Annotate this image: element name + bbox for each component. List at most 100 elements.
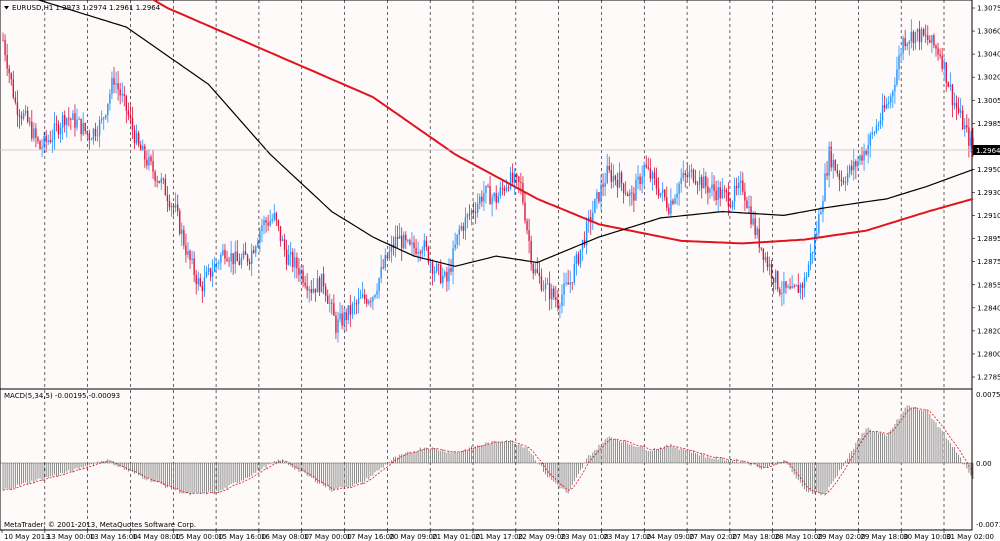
candle-body — [437, 264, 440, 266]
candle-body — [565, 282, 567, 284]
candle-body — [507, 187, 510, 189]
candle-body — [598, 192, 600, 202]
candle — [920, 26, 923, 51]
y-tick-label: 1.2910 — [977, 212, 1000, 220]
candle-body — [127, 110, 130, 116]
candle — [31, 110, 33, 142]
candle-body — [659, 192, 662, 196]
candle — [922, 27, 925, 37]
candle — [148, 148, 150, 171]
candle — [955, 95, 958, 120]
candle-body — [676, 193, 678, 199]
symbol-dropdown-icon[interactable] — [4, 6, 9, 10]
candle — [376, 283, 378, 299]
candle-body — [72, 113, 74, 120]
candle — [259, 227, 261, 253]
candle — [555, 285, 557, 308]
candle-body — [179, 211, 181, 234]
candle — [750, 195, 752, 229]
candle-body — [364, 294, 366, 300]
candle — [779, 287, 781, 297]
candle-body — [380, 267, 382, 279]
candle-body — [335, 315, 337, 333]
candle-body — [378, 278, 380, 291]
candle-body — [914, 31, 917, 43]
candle — [152, 149, 154, 179]
candle — [503, 185, 506, 196]
candle — [557, 290, 559, 312]
candle-body — [259, 231, 261, 242]
candle — [421, 246, 423, 259]
candle — [661, 182, 664, 202]
candle-body — [592, 212, 594, 223]
candle-body — [744, 191, 746, 201]
candle-body — [799, 284, 802, 293]
candle-body — [357, 298, 360, 304]
candle-body — [105, 115, 107, 118]
candle-body — [536, 269, 539, 273]
candle — [470, 208, 473, 226]
candle — [692, 168, 695, 184]
candle — [82, 112, 84, 137]
candle — [559, 302, 561, 319]
candle — [265, 216, 267, 233]
candle-body — [861, 155, 863, 161]
candle — [836, 163, 839, 177]
candle-body — [920, 29, 923, 43]
candle — [236, 239, 238, 262]
candle — [396, 225, 399, 249]
candle-body — [551, 288, 553, 300]
candle — [495, 185, 497, 210]
candle — [39, 139, 41, 150]
candle — [918, 20, 921, 51]
candle-body — [528, 230, 530, 242]
candle — [789, 278, 791, 290]
candle-body — [294, 257, 296, 268]
candle — [411, 232, 413, 255]
candle-body — [883, 105, 886, 109]
candle-body — [629, 192, 631, 197]
candle — [224, 243, 226, 265]
candle — [419, 249, 421, 262]
candle — [318, 275, 321, 297]
candle-body — [553, 288, 555, 298]
candle-body — [146, 159, 148, 166]
candle-body — [762, 248, 765, 261]
candle — [528, 218, 530, 254]
candle — [359, 289, 362, 299]
candle-body — [855, 161, 857, 167]
candle-body — [90, 139, 93, 141]
candle-body — [717, 187, 719, 201]
candle — [534, 262, 536, 276]
candle-body — [388, 251, 391, 259]
macd-histogram — [2, 405, 974, 496]
candle — [941, 47, 943, 72]
candle-body — [176, 204, 179, 212]
candle — [357, 287, 360, 314]
y-tick-label: 1.2930 — [977, 189, 1000, 197]
candle-body — [904, 38, 906, 47]
candle — [705, 171, 707, 194]
candle-body — [312, 288, 315, 293]
candle-body — [181, 229, 183, 234]
candle-body — [830, 146, 832, 168]
candle — [635, 173, 637, 201]
candle-body — [569, 282, 571, 285]
candle — [935, 43, 937, 57]
candle-body — [639, 176, 641, 185]
candle-body — [433, 271, 436, 274]
candle — [337, 311, 339, 343]
candle-body — [283, 239, 286, 250]
candle-body — [133, 129, 136, 144]
candle — [80, 118, 82, 142]
candle — [18, 108, 21, 129]
candle — [366, 294, 368, 307]
candle — [694, 169, 697, 186]
x-tick-label: 15 May 00:00 — [175, 533, 223, 541]
candle-body — [292, 252, 294, 268]
candle — [571, 282, 573, 291]
candle-body — [240, 258, 243, 265]
candle — [680, 168, 682, 193]
candle — [164, 174, 167, 196]
